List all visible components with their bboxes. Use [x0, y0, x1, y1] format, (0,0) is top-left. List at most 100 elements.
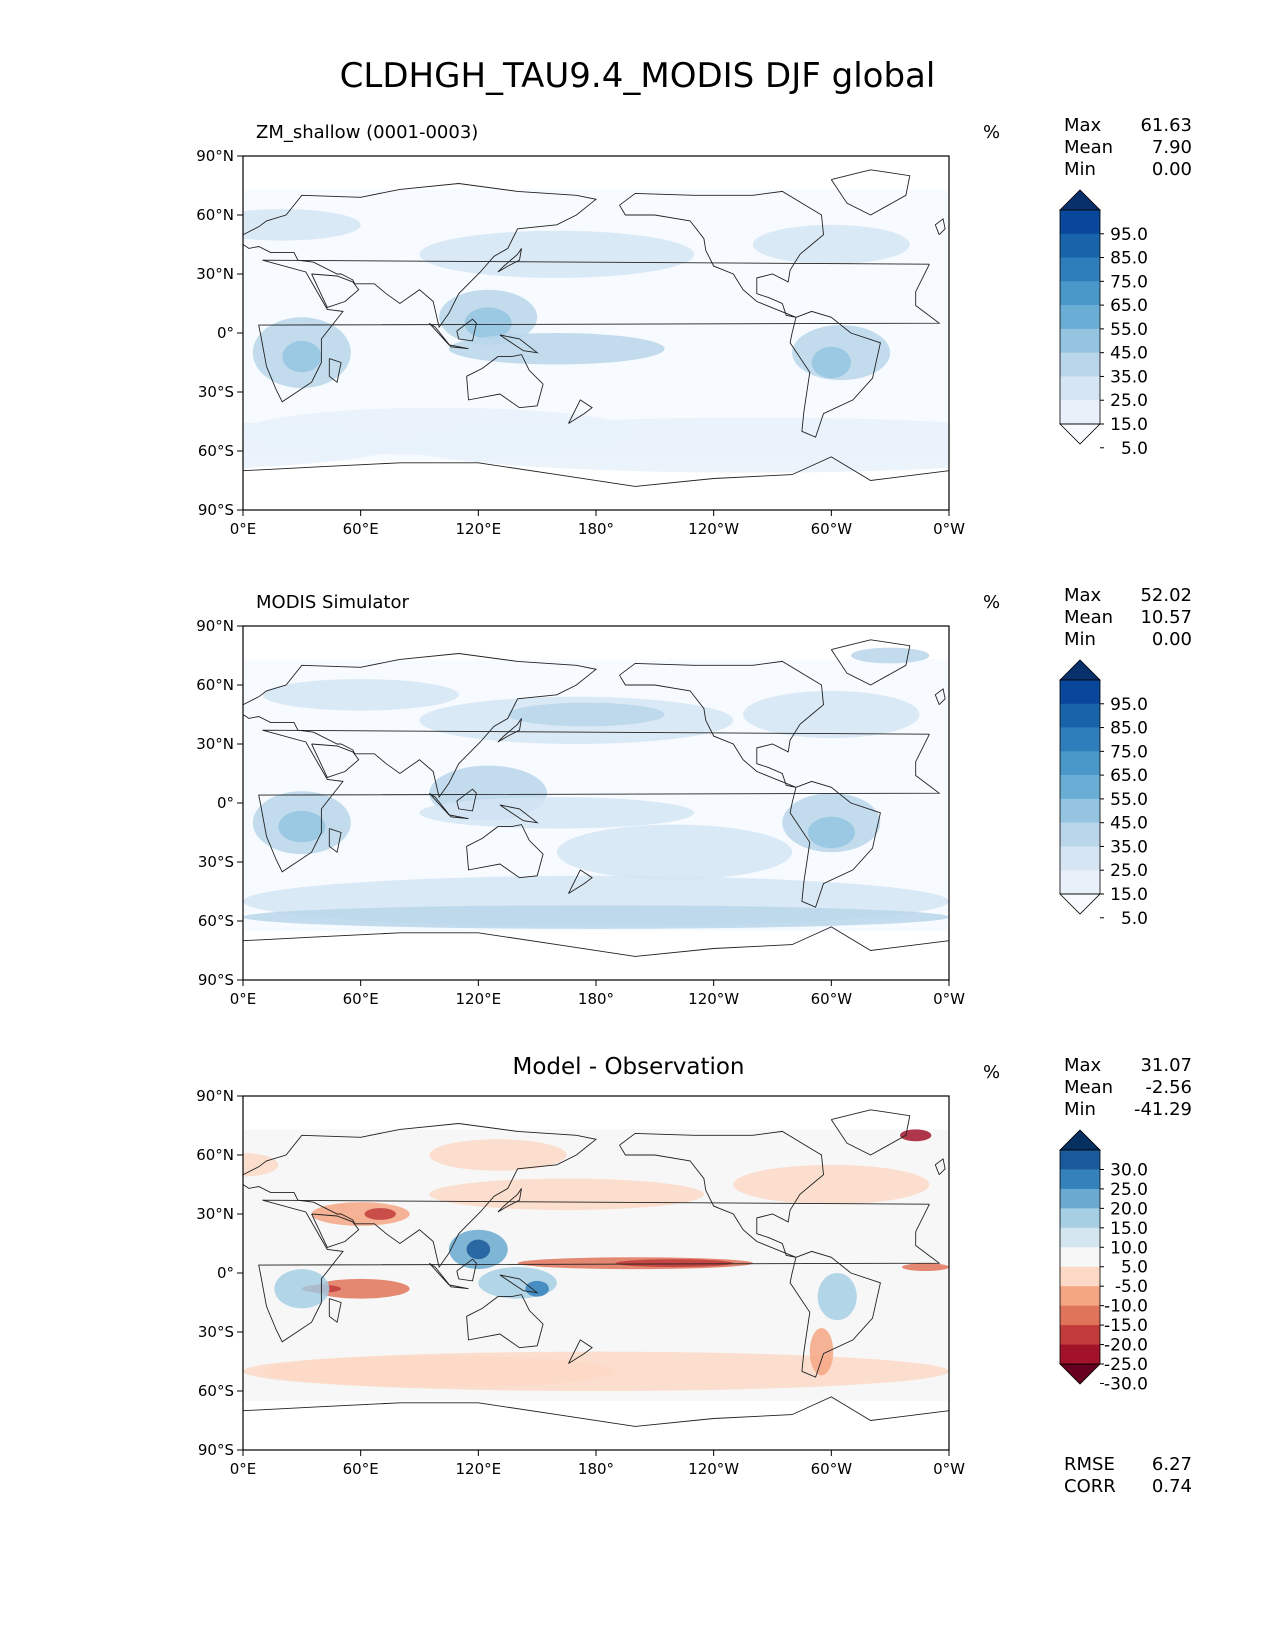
x-tick-label: 0°W [933, 520, 965, 538]
coastline [934, 688, 946, 706]
colorbar-label: 15.0 [1110, 1219, 1148, 1239]
colorbar-segment [1060, 1169, 1100, 1190]
shaded-region [807, 816, 855, 849]
coastline [311, 743, 360, 778]
max-label: Max [1064, 585, 1102, 606]
x-tick-label: 120°W [688, 520, 739, 538]
colorbar-label: 25.0 [1110, 1180, 1148, 1200]
colorbar-label: 15.0 [1110, 415, 1148, 435]
mean-value: 10.57 [1140, 607, 1192, 628]
panel-model: ZM_shallow (0001-0003) % 0°E 60°E 120°E 180… [0, 115, 1275, 562]
units-label: % [983, 592, 1001, 613]
colorbar: 95.0 85.0 75.0 65.0 55.0 45.0 35.0 25.0 15.0 5.0 [1059, 659, 1148, 929]
shaded-region [743, 690, 920, 739]
coastline [243, 1396, 949, 1427]
shaded-region [364, 1208, 396, 1220]
coastline [499, 804, 539, 824]
colorbar-segment [1060, 1305, 1100, 1326]
colorbar-extend-min [1059, 423, 1101, 445]
units-label: % [983, 1062, 1001, 1083]
max-value: 52.02 [1140, 585, 1192, 606]
x-tick-label: 60°E [343, 1460, 379, 1478]
y-tick-label: 60°S [198, 1382, 234, 1400]
colorbar-segment [1060, 1286, 1100, 1306]
coastline [428, 322, 469, 350]
coastline [499, 1274, 539, 1294]
colorbar-label: 95.0 [1110, 225, 1148, 245]
shaded-region [262, 679, 459, 711]
y-tick-label: 90°S [198, 501, 234, 519]
colorbar-label: 55.0 [1110, 790, 1148, 810]
colorbar-label: -20.0 [1104, 1336, 1148, 1356]
panel-title: MODIS Simulator [256, 592, 409, 613]
x-tick-label: 60°W [811, 520, 853, 538]
shaded-region [243, 209, 361, 241]
shaded-region [507, 702, 665, 727]
rmse-label: RMSE [1064, 1454, 1115, 1475]
x-tick-label: 120°E [456, 1460, 502, 1478]
colorbar-extend-max [1059, 1129, 1101, 1151]
shaded-region [429, 1178, 704, 1211]
colorbar-segment [1060, 680, 1100, 705]
map-plot: 0°E 60°E 120°E 180° 120°W 60°W 0°W 90°N 60°N 30°N… [196, 147, 965, 538]
shaded-region [811, 346, 851, 379]
shaded-region [274, 1269, 330, 1309]
max-label: Max [1064, 115, 1102, 136]
coastline [328, 828, 342, 853]
colorbar-segment [1060, 1208, 1100, 1229]
coastline [456, 1258, 477, 1282]
shading-layer [243, 647, 949, 929]
panel-title: Model - Observation [512, 1054, 745, 1080]
coastline [456, 318, 477, 342]
y-tick-label: 30°S [198, 1323, 234, 1341]
panel-observation: MODIS Simulator % 0°E 60°E 120°E 180° 120°W 6… [0, 585, 1275, 1032]
colorbar-label: 5.0 [1121, 1258, 1148, 1278]
coastline [568, 399, 593, 424]
colorbar: 30.025.020.015.010.05.0-5.0-10.0-15.0-20… [1059, 1129, 1148, 1394]
colorbar-segment [1060, 210, 1100, 235]
y-tick-label: 30°N [196, 265, 234, 283]
colorbar-segment [1060, 870, 1100, 895]
colorbar-segment [1060, 727, 1100, 752]
min-value: 0.00 [1151, 159, 1192, 180]
colorbar-label: 75.0 [1110, 272, 1148, 292]
x-tick-label: 0°E [230, 520, 257, 538]
y-tick-label: 60°N [196, 676, 234, 694]
coastline [243, 653, 598, 799]
coastline [830, 1109, 911, 1156]
panel-difference: Model - Observation % 0°E 60°E 120°E 180° 12… [0, 1054, 1275, 1502]
mean-value: -2.56 [1145, 1077, 1192, 1098]
y-tick-label: 90°S [198, 1441, 234, 1459]
shaded-region [817, 1273, 857, 1321]
shaded-region [850, 647, 930, 664]
colorbar-frame [1059, 209, 1101, 425]
coastline [830, 639, 911, 686]
shading-layer [243, 1129, 949, 1391]
shaded-region [243, 407, 636, 455]
y-tick-label: 90°N [196, 1087, 234, 1105]
shading-layer [243, 209, 949, 473]
coastline [243, 456, 949, 487]
x-tick-label: 120°E [456, 520, 502, 538]
colorbar-segment [1060, 1247, 1100, 1268]
colorbar-segment [1060, 1188, 1100, 1209]
max-label: Max [1064, 1055, 1102, 1076]
x-tick-label: 180° [578, 990, 614, 1008]
colorbar-label: 85.0 [1110, 249, 1148, 269]
coastline [619, 190, 824, 318]
colorbar-extend-min [1059, 893, 1101, 915]
coastlines [243, 639, 949, 957]
colorbar-label: 45.0 [1110, 814, 1148, 834]
colorbar-segment [1060, 1325, 1100, 1345]
coastline [311, 273, 360, 308]
shaded-region [262, 1355, 616, 1388]
min-label: Min [1064, 629, 1096, 650]
max-value: 31.07 [1140, 1055, 1192, 1076]
y-tick-label: 0° [217, 1264, 234, 1282]
coastline [243, 1123, 598, 1269]
coastline [789, 780, 881, 908]
coastline [258, 729, 941, 873]
y-tick-label: 0° [217, 794, 234, 812]
shaded-region [282, 340, 322, 373]
panel-title: ZM_shallow (0001-0003) [256, 122, 479, 143]
